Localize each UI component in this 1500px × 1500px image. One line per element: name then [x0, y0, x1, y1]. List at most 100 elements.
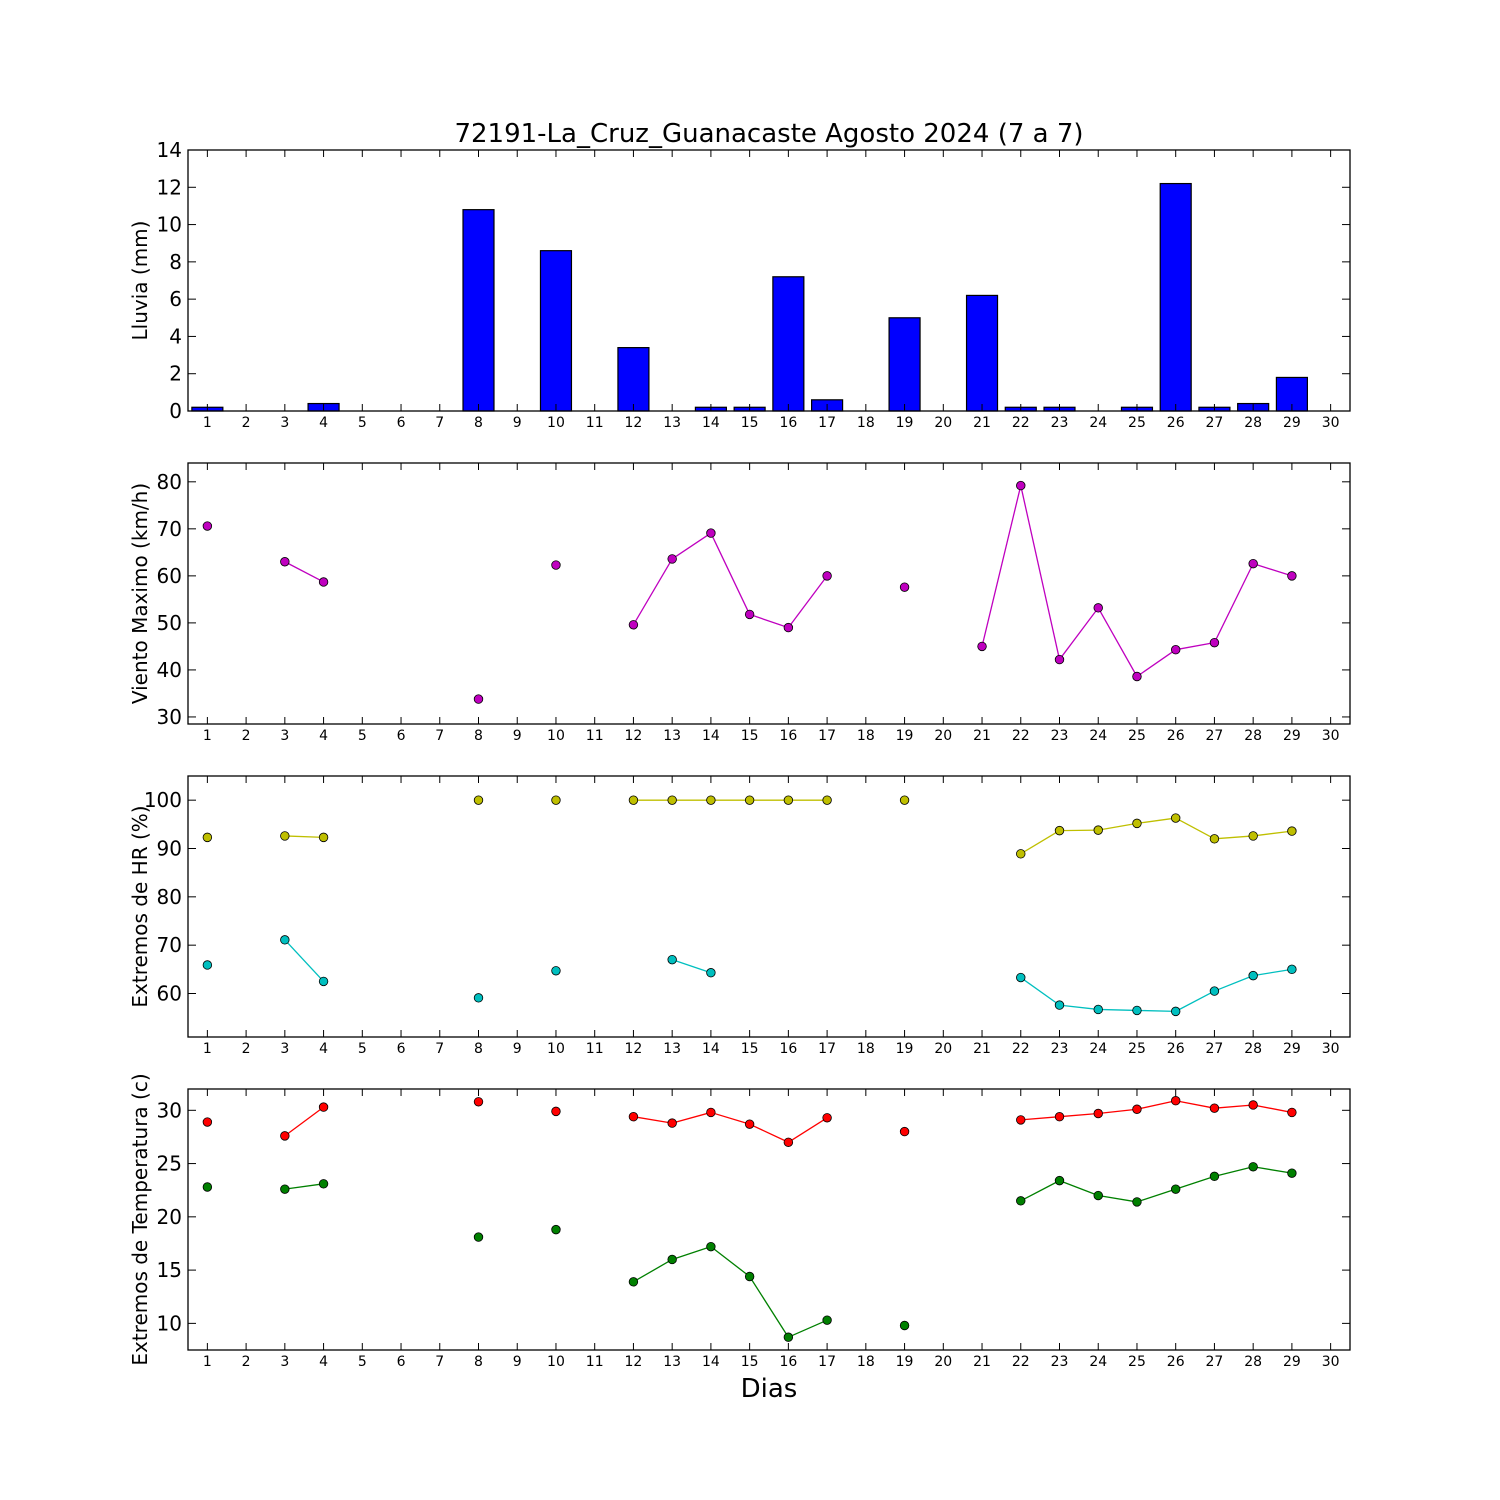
series-1-point-day-8 [473, 795, 484, 805]
series-1-segment [1175, 642, 1215, 651]
x-tick-label: 29 [1283, 1041, 1301, 1057]
axes-frame [187, 462, 1351, 725]
bar-day-19 [888, 317, 921, 412]
y-axis-label: Extremos de HR (%) [128, 805, 152, 1007]
y-axis-label: Viento Maximo (km/h) [128, 483, 152, 704]
y-tick-label: 70 [157, 933, 182, 957]
x-tick-label: 13 [663, 1354, 681, 1370]
x-tick-label: 5 [358, 728, 367, 744]
series-1-segment [1214, 1104, 1254, 1109]
series-1-segment [284, 835, 324, 839]
x-tick-label: 25 [1128, 415, 1146, 431]
x-tick-label: 6 [397, 728, 406, 744]
x-tick-label: 20 [934, 415, 952, 431]
series-1-point-day-12 [628, 795, 639, 805]
series-1-segment [981, 485, 1022, 647]
series-1-point-day-26 [1170, 644, 1181, 655]
series-1-point-day-12 [628, 620, 639, 630]
x-tick-label: 27 [1206, 728, 1224, 744]
x-tick-label: 7 [435, 1354, 444, 1370]
x-tick-label: 3 [280, 1354, 289, 1370]
series-2-segment [1253, 968, 1293, 977]
series-2-segment [710, 1246, 751, 1278]
bar-day-16 [772, 276, 805, 412]
series-2-point-day-26 [1170, 1006, 1181, 1017]
x-tick-label: 21 [973, 1354, 991, 1370]
series-1-segment [787, 575, 828, 628]
x-tick-label: 1 [203, 415, 212, 431]
series-2-point-day-1 [202, 960, 213, 970]
series-2-segment [284, 1183, 324, 1190]
y-tick-label: 50 [157, 611, 182, 635]
series-2-point-day-10 [551, 966, 561, 976]
x-tick-label: 9 [513, 1354, 522, 1370]
x-tick-label: 23 [1051, 1354, 1069, 1370]
series-1-point-day-4 [318, 577, 329, 587]
series-1-segment [1253, 1104, 1293, 1114]
x-tick-label: 2 [242, 728, 251, 744]
y-tick-label: 8 [169, 250, 182, 274]
series-2-segment [1098, 1194, 1138, 1203]
series-2-point-day-17 [822, 1315, 832, 1325]
x-tick-label: 7 [435, 1041, 444, 1057]
x-tick-label: 22 [1012, 415, 1030, 431]
x-tick-label: 17 [818, 728, 836, 744]
x-tick-label: 8 [474, 1354, 483, 1370]
series-2-segment [671, 1246, 712, 1261]
series-1-point-day-29 [1287, 1107, 1297, 1118]
y-tick-label: 10 [157, 213, 182, 237]
y-tick-label: 6 [169, 287, 182, 311]
x-tick-label: 11 [586, 1041, 604, 1057]
x-tick-label: 24 [1089, 1041, 1107, 1057]
x-tick-label: 30 [1322, 415, 1340, 431]
x-tick-label: 26 [1167, 415, 1185, 431]
series-1-point-day-10 [551, 795, 561, 805]
x-tick-label: 22 [1012, 1354, 1030, 1370]
series-1-point-day-25 [1132, 818, 1142, 829]
series-1-point-day-27 [1209, 834, 1220, 844]
x-tick-label: 2 [242, 1041, 251, 1057]
series-2-point-day-19 [899, 1320, 910, 1331]
x-tick-label: 7 [435, 728, 444, 744]
x-tick-label: 10 [547, 728, 565, 744]
x-tick-label: 20 [934, 1354, 952, 1370]
x-tick-label: 20 [934, 728, 952, 744]
series-2-point-day-12 [628, 1277, 639, 1287]
x-tick-label: 3 [280, 728, 289, 744]
series-2-point-day-13 [667, 1254, 677, 1265]
x-tick-label: 16 [779, 728, 797, 744]
x-tick-label: 21 [973, 728, 991, 744]
bar-day-12 [617, 347, 650, 412]
x-tick-label: 11 [586, 1354, 604, 1370]
series-1-segment [788, 1117, 828, 1143]
series-1-point-day-15 [744, 1119, 755, 1129]
series-2-point-day-3 [280, 935, 290, 945]
x-tick-label: 23 [1051, 728, 1069, 744]
series-1-point-day-26 [1170, 1096, 1181, 1106]
series-1-point-day-13 [667, 795, 677, 805]
series-2-point-day-27 [1209, 1171, 1220, 1182]
series-2-point-day-27 [1209, 986, 1220, 996]
axes-frame [187, 775, 1351, 1038]
series-1-point-day-26 [1170, 813, 1181, 823]
series-2-segment [1020, 977, 1060, 1006]
series-2-segment [1020, 1180, 1060, 1202]
x-tick-label: 30 [1322, 728, 1340, 744]
series-1-segment [1020, 830, 1060, 855]
series-1-segment [284, 1106, 324, 1137]
series-1-point-day-17 [822, 795, 832, 805]
y-tick-label: 90 [157, 837, 182, 861]
series-2-point-day-15 [744, 1271, 755, 1282]
series-1-point-day-13 [667, 554, 677, 564]
series-2-segment [671, 959, 712, 974]
x-tick-label: 27 [1206, 1354, 1224, 1370]
y-tick-label: 70 [157, 517, 182, 541]
x-tick-label: 13 [663, 415, 681, 431]
series-1-segment [1136, 817, 1176, 825]
x-tick-label: 11 [586, 415, 604, 431]
x-tick-label: 19 [896, 728, 914, 744]
series-1-point-day-14 [706, 528, 716, 538]
series-1-segment [1020, 485, 1061, 660]
series-2-segment [1059, 1004, 1099, 1011]
